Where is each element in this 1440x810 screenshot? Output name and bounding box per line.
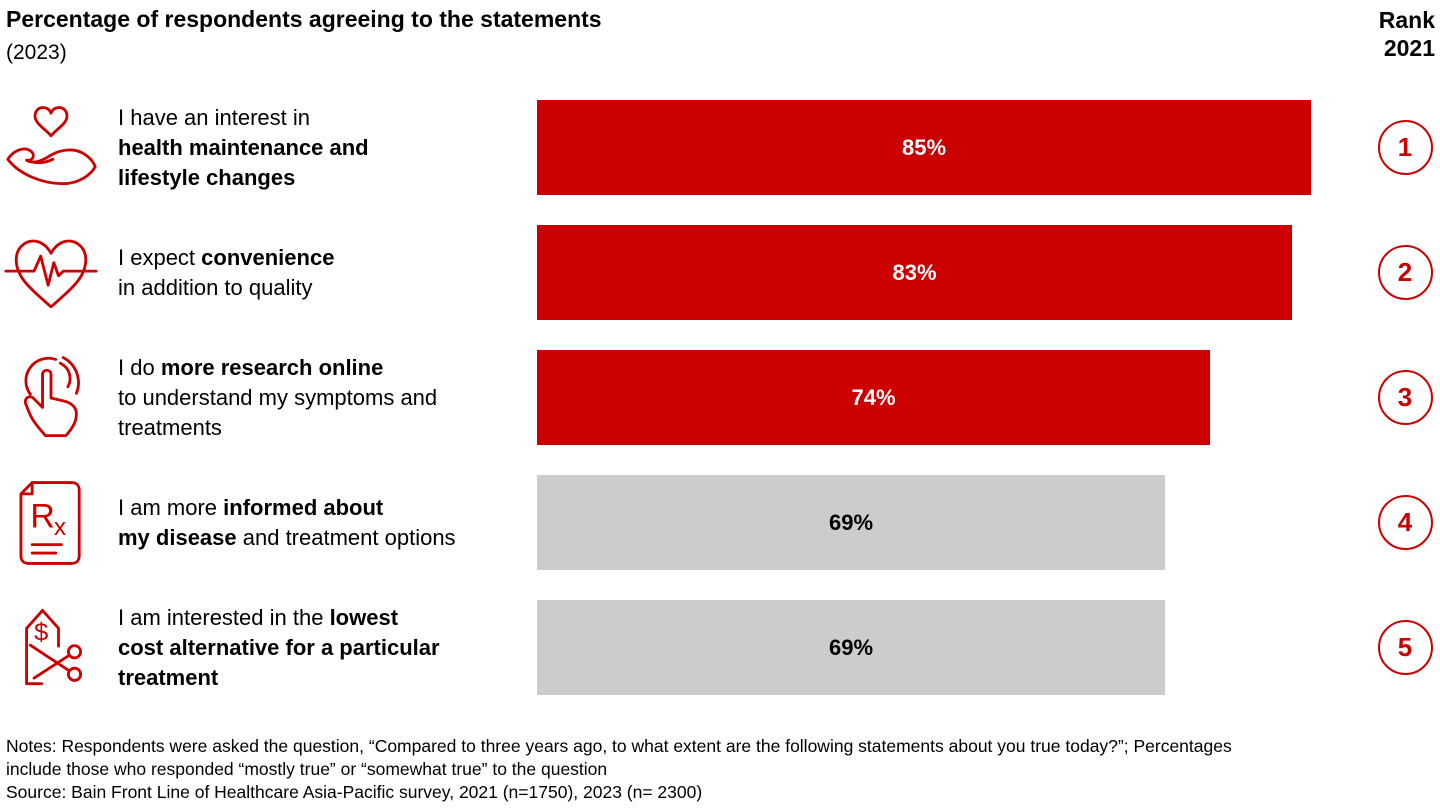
rank-number: 2 xyxy=(1397,257,1413,287)
statement-label: I expect convenience in addition to quali… xyxy=(118,244,335,300)
svg-text:R: R xyxy=(30,497,54,535)
bar-value-label: 74% xyxy=(851,384,896,410)
bar-track: 74% xyxy=(537,350,1370,445)
chart-row: R x I am more informed about my disease a… xyxy=(0,475,1440,570)
row-icon-cell: $ xyxy=(0,600,118,695)
svg-text:$: $ xyxy=(34,618,48,646)
row-icon-cell: R x xyxy=(0,475,118,570)
rank-header-line2: 2021 xyxy=(1383,35,1435,61)
bar-track: 85% xyxy=(537,100,1370,195)
heart-in-hand-icon xyxy=(6,105,97,185)
rank-column-header: Rank 2021 xyxy=(1379,6,1435,62)
bar: 69% xyxy=(537,600,1165,695)
rank-header-line1: Rank xyxy=(1378,7,1435,33)
heart-pulse-icon xyxy=(4,239,98,308)
rank-badge: 1 xyxy=(1377,120,1433,175)
rx-document-icon: R x xyxy=(19,480,81,565)
bar-value-label: 85% xyxy=(901,134,947,160)
svg-text:x: x xyxy=(54,514,66,541)
rank-cell: 3 xyxy=(1370,350,1440,445)
rank-number: 1 xyxy=(1397,132,1413,162)
bar: 69% xyxy=(537,475,1165,570)
chart-header: Percentage of respondents agreeing to th… xyxy=(0,0,1440,100)
rank-badge: 5 xyxy=(1377,620,1433,675)
rank-cell: 4 xyxy=(1370,475,1440,570)
footnotes: Notes: Respondents were asked the questi… xyxy=(0,735,1440,804)
source-line: Source: Bain Front Line of Healthcare As… xyxy=(6,782,703,802)
bar: 83% xyxy=(537,225,1292,320)
notes-line-2: include those who responded “mostly true… xyxy=(6,759,608,779)
rank-number: 5 xyxy=(1397,632,1413,662)
bar: 85% xyxy=(537,100,1311,195)
row-icon-cell xyxy=(0,225,118,320)
bar: 74% xyxy=(537,350,1210,445)
bar-value-label: 69% xyxy=(828,634,874,660)
rank-number: 4 xyxy=(1397,507,1413,537)
bar-track: 69% xyxy=(537,600,1370,695)
rank-cell: 2 xyxy=(1370,225,1440,320)
page-title: Percentage of respondents agreeing to th… xyxy=(6,6,602,32)
chart-row: I expect convenience in addition to quali… xyxy=(0,225,1440,320)
rank-badge: 4 xyxy=(1377,495,1433,550)
statement-label: I do more research online to understand m… xyxy=(118,354,438,440)
tap-finger-icon xyxy=(23,355,80,437)
rank-cell: 1 xyxy=(1370,100,1440,195)
page-subtitle: (2023) xyxy=(6,41,67,64)
rank-badge: 2 xyxy=(1377,245,1433,300)
bar-chart-rows: I have an interest in health maintenance … xyxy=(0,100,1440,695)
bar-value-label: 69% xyxy=(828,509,874,535)
statement-label: I am more informed about my disease and t… xyxy=(118,494,456,550)
chart-row: $ I am interested in the lowest cost alte… xyxy=(0,600,1440,695)
statement-label: I am interested in the lowest cost altern… xyxy=(118,604,440,690)
rank-cell: 5 xyxy=(1370,600,1440,695)
bar-track: 69% xyxy=(537,475,1370,570)
bar-value-label: 83% xyxy=(892,259,937,285)
rank-number: 3 xyxy=(1397,382,1413,412)
rank-badge: 3 xyxy=(1377,370,1433,425)
row-icon-cell xyxy=(0,100,118,195)
chart-row: I do more research online to understand m… xyxy=(0,350,1440,445)
row-icon-cell xyxy=(0,350,118,445)
notes-line-1: Notes: Respondents were asked the questi… xyxy=(6,736,1232,756)
statement-label: I have an interest in health maintenance … xyxy=(118,104,369,190)
chart-row: I have an interest in health maintenance … xyxy=(0,100,1440,195)
price-tag-scissors-icon: $ xyxy=(25,608,83,685)
bar-track: 83% xyxy=(537,225,1370,320)
